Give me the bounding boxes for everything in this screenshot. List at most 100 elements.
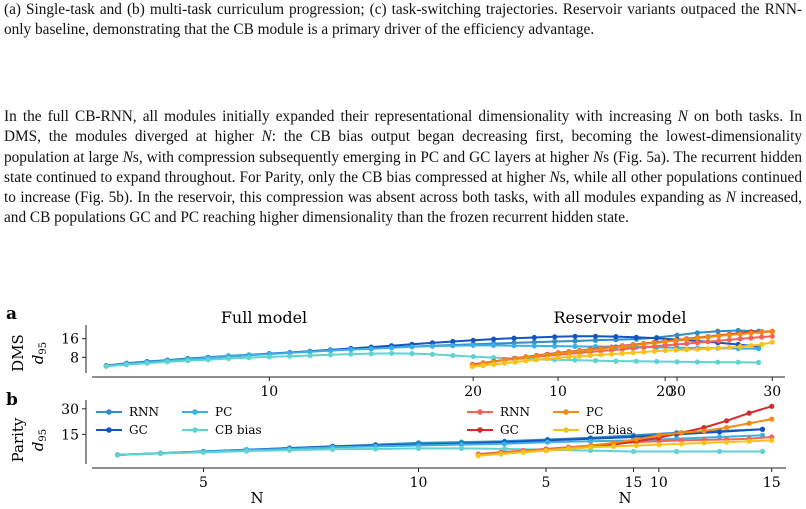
body-paragraph: In the full CB-RNN, all modules initiall… <box>4 107 802 229</box>
data-point <box>735 359 741 365</box>
data-point <box>633 436 639 443</box>
data-point <box>555 350 561 356</box>
legend-item-cb-bias: CB bias <box>182 423 262 437</box>
math-variable: N <box>549 168 560 186</box>
data-point <box>716 448 723 455</box>
data-point <box>759 341 765 348</box>
data-point <box>694 330 701 336</box>
y-tick-label: 16 <box>61 332 79 348</box>
data-point <box>609 344 615 351</box>
data-point <box>705 334 711 340</box>
data-point <box>531 339 537 345</box>
data-point <box>587 347 593 353</box>
legend-swatch-marker <box>477 409 483 415</box>
legend-item-gc: GC <box>96 423 148 437</box>
x-tick-label: 5 <box>199 475 208 491</box>
data-point <box>769 437 775 443</box>
data-point <box>185 358 191 364</box>
text-run: s, with compression subsequently emergin… <box>132 148 593 166</box>
x-tick-label: 15 <box>625 475 643 491</box>
data-point <box>630 448 637 455</box>
data-point <box>613 334 619 340</box>
data-point <box>491 336 497 342</box>
text-run: : the CB bias output began decreasing fi… <box>4 128 802 166</box>
series-cb-bias <box>114 445 766 458</box>
data-point <box>501 441 508 447</box>
data-point <box>737 344 743 350</box>
data-point <box>678 441 685 447</box>
data-point <box>144 360 150 366</box>
data-point <box>694 346 700 352</box>
data-point <box>552 334 558 340</box>
legend-label: RNN <box>129 405 159 419</box>
data-point <box>673 347 679 353</box>
text-run: In the full CB-RNN, all modules initiall… <box>4 108 678 125</box>
math-variable: N <box>261 128 272 146</box>
legend-label: CB bias <box>586 423 633 437</box>
data-point <box>246 355 252 361</box>
data-point <box>769 339 775 345</box>
data-point <box>598 346 604 352</box>
data-point <box>673 341 679 348</box>
data-point <box>368 346 374 352</box>
data-point <box>769 403 775 409</box>
legend-swatch-marker <box>192 409 198 415</box>
y-tick-label: 15 <box>61 427 79 443</box>
data-point <box>372 446 379 452</box>
legend-item-cb-bias: CB bias <box>553 423 633 437</box>
data-point <box>164 359 170 365</box>
data-point <box>523 358 529 364</box>
data-point <box>769 329 775 335</box>
data-point <box>450 343 456 349</box>
data-point <box>759 334 765 340</box>
data-point <box>716 345 722 351</box>
data-point <box>592 333 599 339</box>
svg-text:d95: d95 <box>29 429 49 451</box>
x-axis-label-reservoir: N <box>618 489 631 507</box>
figure-caption-continuation: (a) Single-task and (b) multi-task curri… <box>4 1 802 39</box>
data-point <box>450 352 456 359</box>
data-point <box>543 448 549 454</box>
data-point <box>287 353 293 359</box>
legend-label: CB bias <box>215 423 262 437</box>
data-point <box>429 351 435 357</box>
data-point <box>759 329 765 335</box>
data-point <box>619 350 625 356</box>
data-point <box>566 349 572 355</box>
data-point <box>552 343 558 349</box>
legend: RNN GC PC CB bias <box>467 405 633 437</box>
data-point <box>746 438 752 444</box>
data-point <box>748 335 754 341</box>
data-point <box>470 354 476 360</box>
data-point <box>555 355 561 361</box>
data-point <box>656 432 662 438</box>
panel-a-letter: a <box>6 304 17 324</box>
x-tick-label: 10 <box>650 475 668 491</box>
data-point <box>726 332 733 338</box>
data-point <box>389 350 395 356</box>
legend: RNN GC PC CB bias <box>96 405 262 437</box>
data-point <box>737 331 743 337</box>
data-point <box>673 337 679 344</box>
y-tick-label: 30 <box>61 402 79 418</box>
data-point <box>756 346 762 352</box>
chart-b-reservoir-model: 5 10 15 RNN GC PC CB bias <box>463 403 785 491</box>
data-point <box>501 360 508 366</box>
data-point <box>511 335 517 341</box>
data-point <box>329 446 336 452</box>
data-point <box>266 354 272 360</box>
data-point <box>694 359 701 365</box>
row-label-dms: DMS <box>9 334 27 372</box>
data-point <box>737 336 743 342</box>
legend-label: GC <box>129 423 148 437</box>
data-point <box>705 346 711 352</box>
data-point <box>572 338 578 344</box>
data-point <box>576 348 583 354</box>
data-point <box>576 353 583 359</box>
data-point <box>716 434 723 440</box>
data-point <box>327 352 334 358</box>
data-point <box>491 342 497 348</box>
chart-a-reservoir-model: 10 20 30 <box>463 328 785 400</box>
legend-label: PC <box>215 405 232 419</box>
